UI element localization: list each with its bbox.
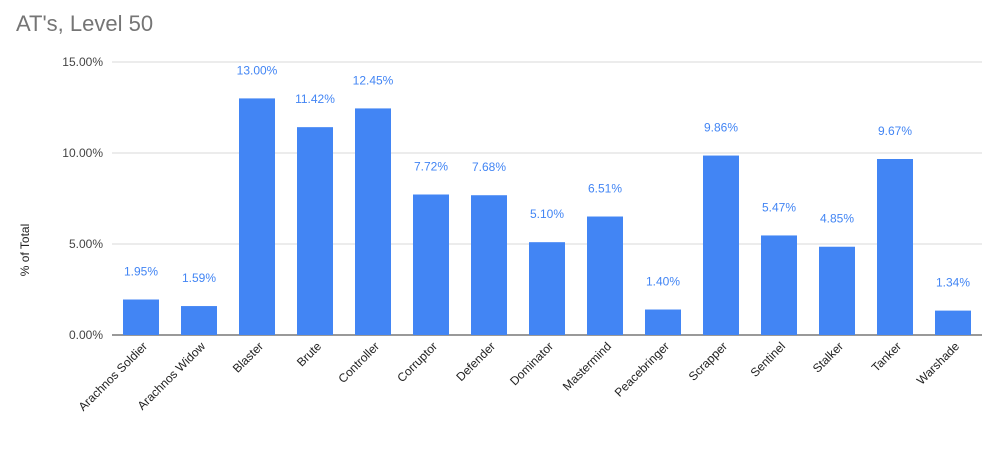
x-tick-label: Corruptor [394, 339, 440, 385]
x-tick-label: Brute [294, 339, 324, 369]
x-tick-label: Stalker [810, 339, 846, 375]
data-label: 11.42% [295, 92, 335, 106]
data-label: 1.40% [646, 275, 680, 289]
x-tick-label: Sentinel [748, 339, 789, 380]
data-label: 5.10% [530, 207, 564, 221]
bar [761, 235, 797, 335]
data-label: 1.59% [182, 271, 216, 285]
bar [355, 108, 391, 335]
x-tick-label: Defender [453, 339, 498, 384]
bar [703, 155, 739, 335]
bar [471, 195, 507, 335]
data-label: 7.72% [414, 159, 448, 173]
bar [645, 309, 681, 335]
bar [239, 98, 275, 336]
bar [935, 310, 971, 335]
bar [123, 299, 159, 335]
data-label: 6.51% [588, 182, 622, 196]
data-label: 1.34% [936, 276, 970, 290]
bar [877, 159, 913, 335]
x-tick-label: Controller [335, 339, 382, 386]
bars [123, 98, 971, 336]
data-label: 12.45% [353, 73, 394, 87]
y-tick-label: 5.00% [69, 237, 103, 251]
x-tick-label: Scrapper [686, 339, 730, 383]
x-tick-label: Tanker [869, 339, 904, 374]
data-label: 5.47% [762, 200, 796, 214]
x-tick-label: Blaster [230, 339, 266, 375]
bar [181, 306, 217, 335]
y-tick-label: 15.00% [62, 55, 103, 69]
x-tick-label: Dominator [507, 339, 556, 388]
bar [819, 246, 855, 335]
x-tick-label: Peacebringer [612, 339, 672, 399]
y-axis-ticks: 0.00% 5.00% 10.00% 15.00% [62, 55, 103, 342]
y-tick-label: 0.00% [69, 328, 103, 342]
data-label: 7.68% [472, 160, 506, 174]
chart-title: AT's, Level 50 [16, 11, 154, 36]
data-label: 9.86% [704, 121, 738, 135]
y-tick-label: 10.00% [62, 146, 103, 160]
bar [587, 216, 623, 335]
data-label: 4.85% [820, 212, 854, 226]
x-tick-label: Mastermind [560, 339, 614, 393]
bar [413, 194, 449, 335]
data-label: 9.67% [878, 124, 912, 138]
data-label: 13.00% [237, 63, 278, 77]
data-labels: 1.95% 1.59% 13.00% 11.42% 12.45% 7.72% 7.68% 5.… [124, 63, 970, 289]
bar [529, 242, 565, 335]
y-axis-label: % of Total [18, 224, 32, 276]
x-tick-label: Warshade [914, 339, 962, 387]
data-label: 1.95% [124, 265, 158, 279]
bar [297, 127, 333, 335]
